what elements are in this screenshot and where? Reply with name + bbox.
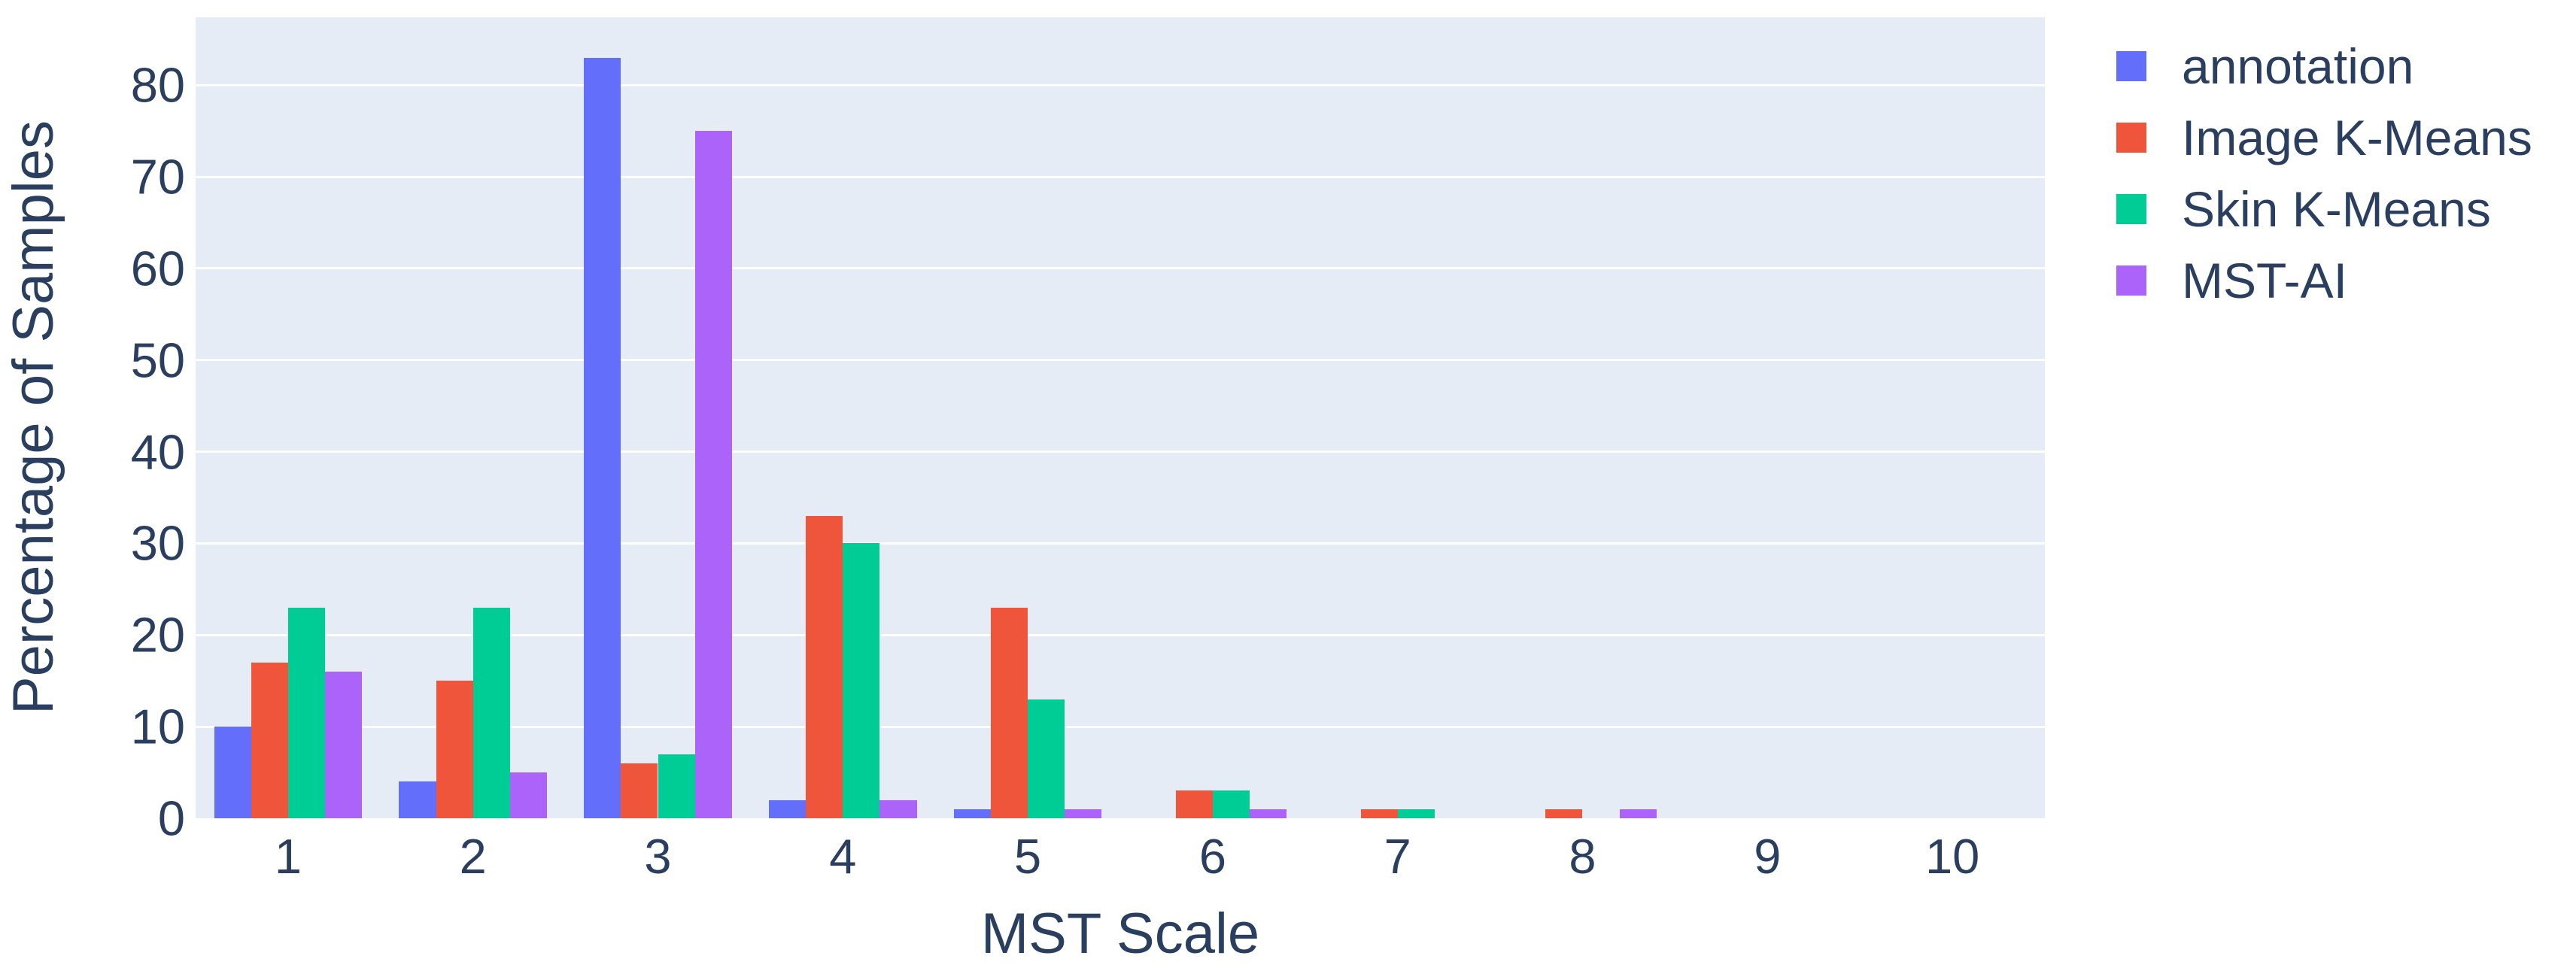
bar-mst-ai-x1[interactable] (325, 672, 363, 818)
gridline-80 (196, 83, 2045, 86)
bar-image-k-means-x5[interactable] (990, 607, 1028, 818)
bar-image-k-means-x8[interactable] (1545, 809, 1583, 818)
legend-swatch-icon (2116, 194, 2146, 224)
legend-label: MST-AI (2182, 253, 2348, 308)
plot-area (196, 17, 2045, 818)
x-tick-label-5: 5 (1014, 829, 1042, 884)
x-tick-label-2: 2 (459, 829, 487, 884)
bar-image-k-means-x1[interactable] (251, 662, 288, 818)
y-tick-label-70: 70 (130, 149, 185, 205)
y-axis-title: Percentage of Samples (2, 120, 65, 715)
gridline-20 (196, 633, 2045, 636)
x-tick-label-1: 1 (274, 829, 302, 884)
x-tick-label-7: 7 (1384, 829, 1411, 884)
legend: annotation Image K-Means Skin K-Means MST-A… (2116, 41, 2532, 327)
legend-swatch-icon (2116, 265, 2146, 296)
y-tick-label-80: 80 (130, 57, 185, 113)
x-tick-label-3: 3 (644, 829, 672, 884)
y-tick-label-30: 30 (130, 515, 185, 571)
bar-annotation-x2[interactable] (399, 781, 436, 818)
gridline-60 (196, 267, 2045, 270)
legend-item-image-k-means[interactable]: Image K-Means (2116, 113, 2532, 162)
x-tick-label-6: 6 (1198, 829, 1226, 884)
bar-mst-ai-x6[interactable] (1250, 809, 1287, 818)
x-tick-label-9: 9 (1754, 829, 1782, 884)
bar-skin-k-means-x1[interactable] (287, 607, 326, 818)
bar-image-k-means-x2[interactable] (436, 681, 473, 818)
bar-mst-ai-x8[interactable] (1619, 809, 1657, 818)
y-tick-label-20: 20 (130, 607, 185, 663)
bar-mst-ai-x5[interactable] (1065, 809, 1102, 818)
bar-annotation-x1[interactable] (214, 727, 251, 818)
legend-label: Image K-Means (2182, 110, 2532, 165)
x-tick-label-10: 10 (1924, 829, 1980, 884)
bar-skin-k-means-x2[interactable] (472, 607, 510, 818)
x-tick-label-4: 4 (829, 829, 857, 884)
bar-image-k-means-x6[interactable] (1175, 790, 1213, 818)
legend-item-skin-k-means[interactable]: Skin K-Means (2116, 184, 2532, 234)
bar-skin-k-means-x5[interactable] (1028, 699, 1065, 818)
bar-annotation-x3[interactable] (584, 57, 621, 818)
x-axis-title: MST Scale (980, 902, 1260, 966)
bar-image-k-means-x7[interactable] (1360, 809, 1398, 818)
x-tick-label-8: 8 (1569, 829, 1596, 884)
bar-annotation-x4[interactable] (768, 799, 807, 818)
bar-mst-ai-x3[interactable] (694, 131, 732, 818)
legend-label: annotation (2182, 38, 2414, 94)
y-tick-label-0: 0 (157, 790, 185, 846)
y-tick-label-40: 40 (130, 424, 185, 480)
bar-annotation-x5[interactable] (953, 809, 991, 818)
legend-swatch-icon (2116, 123, 2146, 153)
bar-image-k-means-x3[interactable] (621, 763, 658, 818)
y-tick-label-60: 60 (130, 241, 185, 296)
bar-mst-ai-x2[interactable] (509, 772, 548, 818)
gridline-70 (196, 175, 2045, 178)
legend-item-mst-ai[interactable]: MST-AI (2116, 256, 2532, 305)
legend-label: Skin K-Means (2182, 181, 2491, 237)
gridline-40 (196, 451, 2045, 454)
y-tick-label-10: 10 (130, 699, 185, 754)
gridline-10 (196, 725, 2045, 728)
gridline-50 (196, 359, 2045, 362)
gridline-30 (196, 542, 2045, 545)
bar-image-k-means-x4[interactable] (806, 515, 843, 818)
y-tick-label-50: 50 (130, 332, 185, 388)
bar-mst-ai-x4[interactable] (879, 799, 917, 818)
bar-skin-k-means-x7[interactable] (1397, 809, 1435, 818)
bar-skin-k-means-x3[interactable] (658, 754, 695, 818)
legend-item-annotation[interactable]: annotation (2116, 41, 2532, 91)
legend-swatch-icon (2116, 51, 2146, 81)
bar-skin-k-means-x4[interactable] (843, 543, 880, 818)
bar-skin-k-means-x6[interactable] (1212, 790, 1250, 818)
